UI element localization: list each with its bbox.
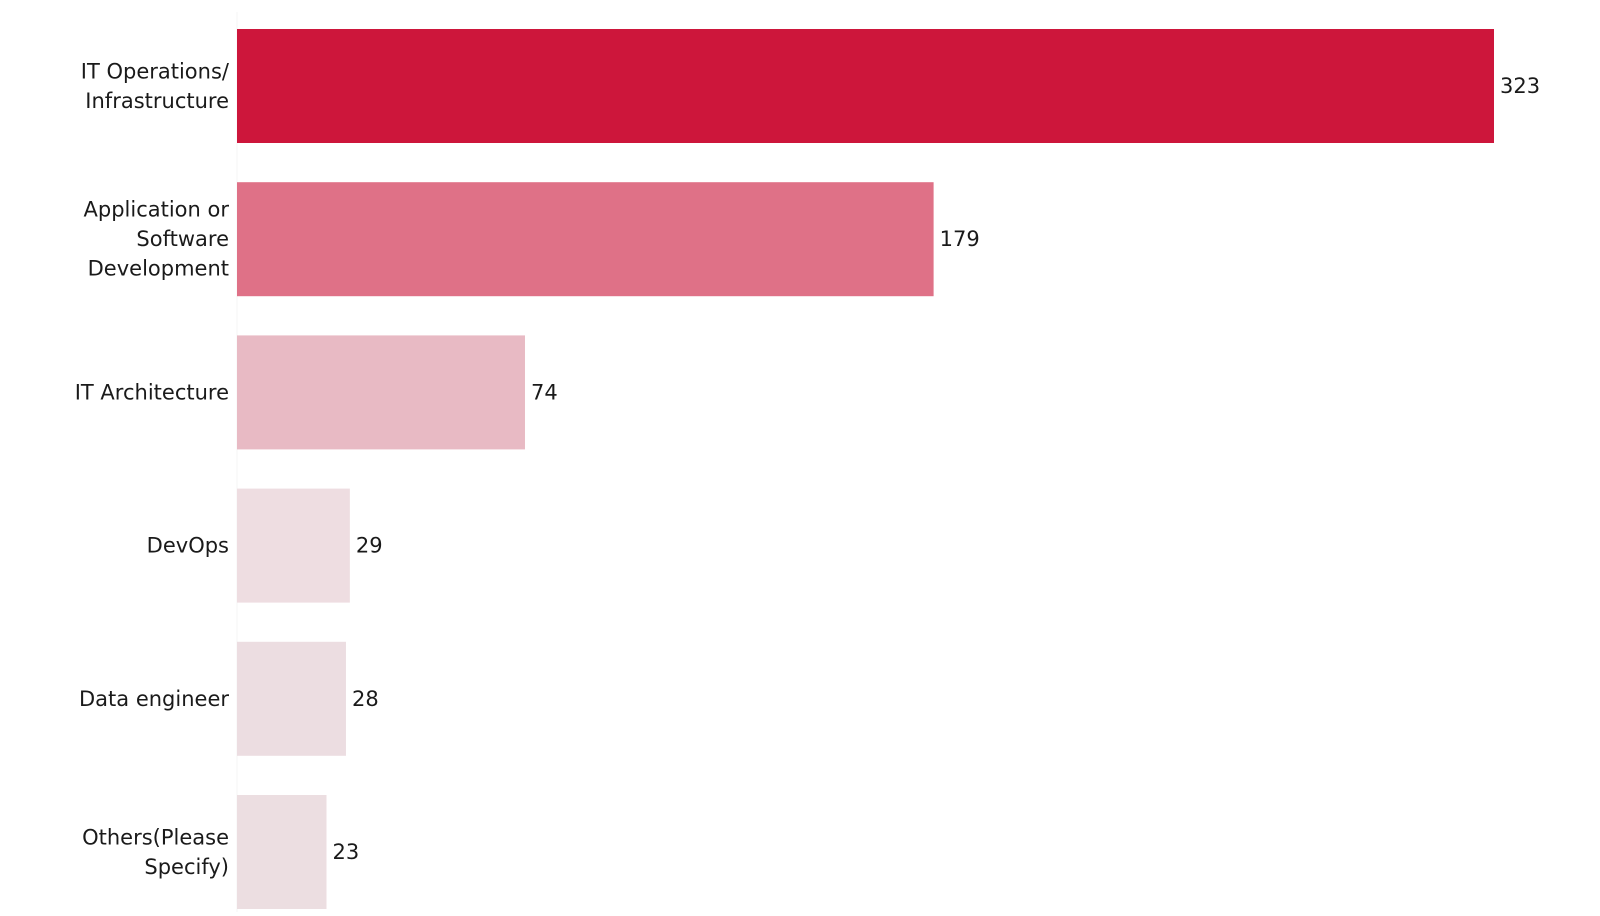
category-label: DevOps [147, 534, 229, 558]
category-label-line: DevOps [147, 534, 229, 558]
data-label: 29 [356, 534, 383, 558]
bar [237, 488, 350, 603]
bar [237, 335, 525, 450]
category-label-line: Specify) [144, 855, 229, 879]
data-label: 179 [940, 227, 980, 251]
data-label: 28 [352, 687, 379, 711]
category-label: Data engineer [79, 687, 229, 711]
data-label: 74 [531, 380, 558, 404]
category-labels-group: IT Operations/Infrastructure Application … [75, 59, 230, 879]
category-label-line: IT Architecture [75, 380, 229, 404]
bars-group [237, 29, 1494, 909]
category-label: IT Operations/Infrastructure [81, 59, 230, 113]
bar [237, 29, 1494, 143]
category-label-line: Application or [84, 198, 230, 222]
data-label: 323 [1500, 74, 1540, 98]
category-label-line: Development [88, 257, 229, 281]
bar [237, 641, 346, 756]
category-label-line: Software [136, 227, 229, 251]
category-label-line: Data engineer [79, 687, 229, 711]
category-label: Others(Please Specify) [82, 825, 229, 879]
category-label: Application or Software Development [84, 198, 230, 281]
category-label-line: Infrastructure [85, 89, 229, 113]
category-label-line: IT Operations/ [81, 59, 230, 83]
data-label: 23 [333, 840, 360, 864]
data-labels-group: 323 179 74 29 28 23 [333, 74, 1541, 864]
category-label-line: Others(Please [82, 825, 229, 849]
bar [237, 182, 934, 297]
category-label: IT Architecture [75, 380, 229, 404]
bar [237, 795, 327, 909]
